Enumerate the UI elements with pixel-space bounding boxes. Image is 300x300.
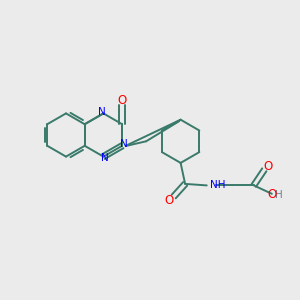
Text: N: N	[98, 107, 106, 117]
Text: O: O	[165, 194, 174, 207]
Text: H: H	[274, 190, 282, 200]
Text: O: O	[118, 94, 127, 107]
Text: O: O	[264, 160, 273, 173]
Text: N: N	[101, 153, 109, 163]
Text: O: O	[267, 188, 276, 201]
Text: N: N	[120, 139, 128, 149]
Text: NH: NH	[210, 179, 226, 190]
